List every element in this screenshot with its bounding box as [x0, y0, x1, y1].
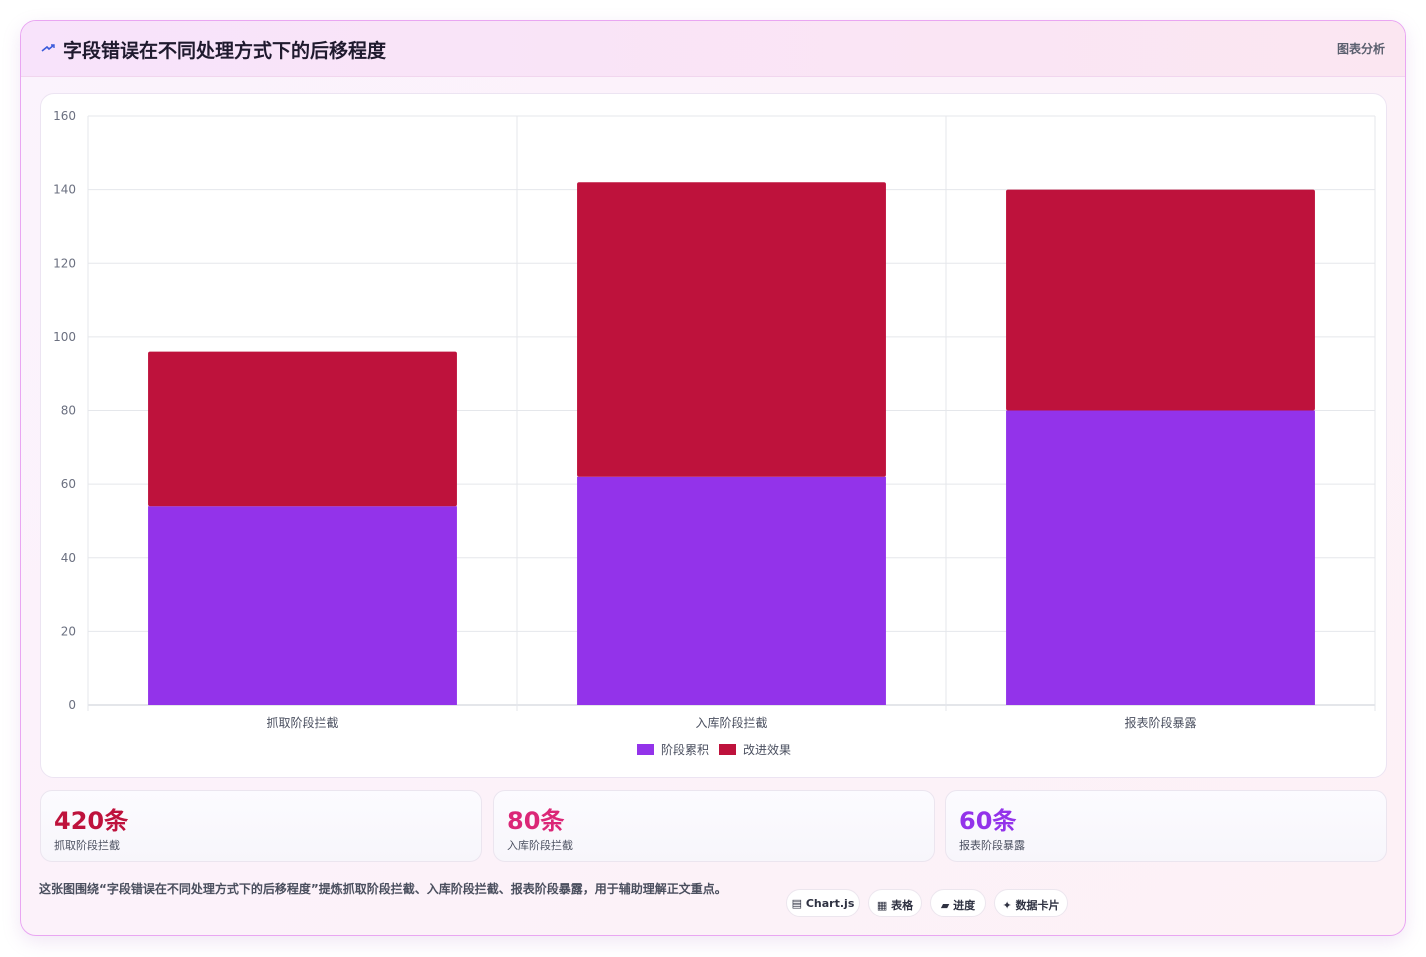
chip-label: 数据卡片: [1015, 899, 1060, 912]
chart-icon: ▤: [791, 897, 803, 910]
stat-value: 80条: [507, 807, 565, 835]
bar-segment: [148, 506, 457, 705]
bar-segment: [148, 351, 457, 507]
sparkle-icon: ✦: [1002, 899, 1012, 912]
trend-arrow-icon: [41, 44, 55, 52]
stat-label: 抓取阶段拦截: [54, 839, 120, 852]
page-title: 字段错误在不同处理方式下的后移程度: [63, 40, 387, 62]
y-tick-label: 160: [53, 109, 76, 123]
legend-swatch: [637, 744, 654, 755]
bar-segment: [1006, 410, 1315, 705]
y-tick-label: 100: [53, 330, 76, 344]
y-tick-label: 20: [61, 624, 76, 638]
stat-value: 60条: [959, 807, 1017, 835]
x-tick-label: 报表阶段暴露: [1124, 715, 1196, 730]
y-tick-label: 120: [53, 256, 76, 270]
y-tick-label: 0: [68, 698, 76, 712]
y-tick-label: 60: [61, 477, 76, 491]
chart-panel: 0 20 40 60 80 100 120 140 160 抓取阶段拦截 入库阶段拦截 报表阶段暴露阶…: [40, 93, 1387, 778]
stat-label: 入库阶段拦截: [507, 839, 573, 852]
chart-analysis-tag: 图表分析: [1336, 42, 1385, 56]
table-icon: ▦: [876, 899, 888, 912]
footnote: 这张图围绕“字段错误在不同处理方式下的后移程度”提炼抓取阶段拦截、入库阶段拦截、…: [39, 882, 727, 896]
legend-swatch: [719, 744, 736, 755]
legend-label: 改进效果: [743, 742, 791, 757]
stat-card-report: 60条 报表阶段暴露: [945, 790, 1387, 862]
chip-chartjs[interactable]: ▤ Chart.js: [786, 889, 860, 917]
legend-label: 阶段累积: [661, 742, 709, 757]
chip-table[interactable]: ▦ 表格: [868, 889, 922, 917]
y-tick-label: 80: [61, 404, 76, 418]
card-header: 字段错误在不同处理方式下的后移程度 图表分析: [21, 21, 1405, 77]
bar-segment: [1006, 189, 1315, 411]
stat-card-ingest: 80条 入库阶段拦截: [493, 790, 935, 862]
chip-data-card[interactable]: ✦ 数据卡片: [994, 889, 1068, 917]
x-tick-label: 入库阶段拦截: [695, 715, 767, 730]
x-tick-label: 抓取阶段拦截: [266, 715, 338, 730]
chip-label: 进度: [953, 899, 976, 912]
stat-card-capture: 420条 抓取阶段拦截: [40, 790, 482, 862]
bar-segment: [577, 476, 886, 705]
chip-label: 表格: [891, 899, 914, 912]
chip-label: Chart.js: [805, 897, 855, 910]
y-tick-label: 140: [53, 183, 76, 197]
stat-label: 报表阶段暴露: [959, 839, 1025, 852]
bar-segment: [577, 182, 886, 477]
progress-icon: ▰: [940, 899, 950, 912]
chip-progress[interactable]: ▰ 进度: [930, 889, 986, 917]
stacked-bar-chart: 0 20 40 60 80 100 120 140 160 抓取阶段拦截 入库阶段拦截 报表阶段暴露阶…: [53, 109, 1376, 757]
y-tick-label: 40: [61, 551, 76, 565]
stat-value: 420条: [54, 807, 129, 835]
chart-card: 字段错误在不同处理方式下的后移程度 图表分析 0 20 40 60 80 100 120 14…: [20, 20, 1406, 936]
